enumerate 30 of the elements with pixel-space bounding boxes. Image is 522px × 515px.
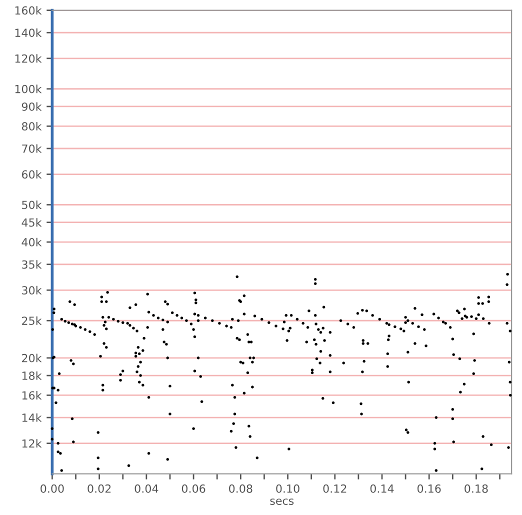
y-tick-label: 18k (22, 371, 42, 380)
y-tick-label: 45k (22, 218, 42, 227)
y-tick-label: 35k (22, 260, 42, 269)
x-tick-label: 0.06 (182, 484, 206, 493)
y-tick-label: 80k (22, 122, 42, 131)
x-tick-label: 0.16 (417, 484, 441, 493)
x-tick-label: 0.02 (88, 484, 111, 493)
x-tick-label: 0.10 (276, 484, 300, 493)
y-tick-label: 20k (22, 354, 42, 362)
x-tick-label: 0.14 (370, 484, 394, 493)
x-tick-label: 0.00 (40, 484, 64, 493)
y-tick-label: 40k (22, 238, 42, 246)
x-axis-title: secs (270, 498, 294, 505)
x-tick-label: 0.12 (323, 484, 346, 493)
y-tick-label: 70k (22, 144, 42, 153)
y-tick-label: 16k (22, 391, 42, 400)
y-tick-label: 60k (22, 170, 42, 179)
x-tick-label: 0.08 (229, 484, 252, 493)
y-tick-label: 140k (15, 28, 42, 37)
y-tick-label: 25k (22, 316, 42, 325)
y-tick-label: 12k (22, 439, 42, 448)
y-tick-label: 90k (22, 102, 42, 111)
y-tick-label: 160k (15, 6, 42, 15)
y-tick-label: 50k (22, 200, 42, 210)
y-tick-label: 120k (15, 54, 42, 63)
y-tick-label: 30k (22, 286, 42, 295)
y-tick-label: 14k (22, 413, 42, 422)
x-tick-label: 0.04 (134, 484, 158, 493)
y-tick-label: 100k (15, 84, 42, 94)
x-tick-label: 0.18 (464, 484, 488, 493)
